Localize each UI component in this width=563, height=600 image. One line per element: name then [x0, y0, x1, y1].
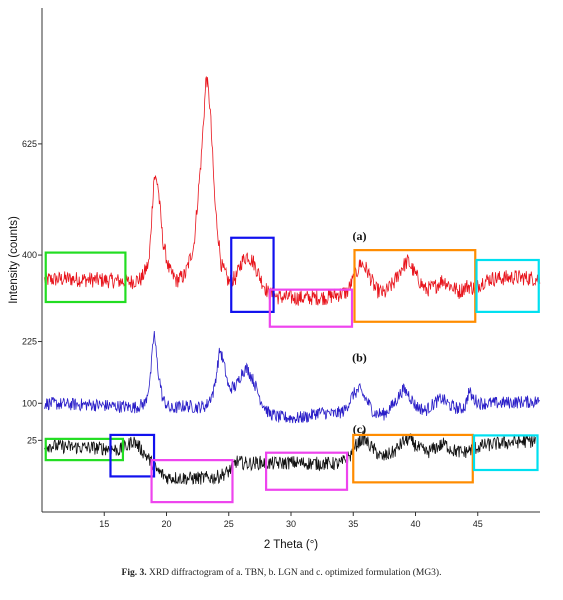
x-tick-label: 35 — [348, 519, 358, 529]
highlight-box — [230, 236, 275, 313]
series-line — [44, 76, 541, 306]
highlight-box — [150, 459, 234, 504]
highlight-box — [352, 433, 474, 484]
axes: 15 20 25 30 35 40 45 25 100 225 400 625 — [22, 8, 540, 529]
highlight-box — [109, 433, 156, 478]
panel-label: (a) — [352, 229, 366, 243]
x-tick-label: 20 — [161, 519, 171, 529]
highlight-box — [265, 451, 349, 491]
caption-text: XRD diffractogram of a. TBN, b. LGN and … — [148, 568, 442, 578]
y-tick-label: 225 — [22, 337, 37, 347]
y-tick-label: 400 — [22, 250, 37, 260]
x-tick-label: 45 — [473, 519, 483, 529]
x-tick-label: 25 — [224, 519, 234, 529]
caption-figure-label: Fig. 3. — [121, 568, 147, 578]
highlight-boxes — [44, 236, 540, 504]
panel-label: (c) — [353, 422, 366, 436]
y-tick-label: 625 — [22, 139, 37, 149]
y-tick-label: 100 — [22, 398, 37, 408]
x-tick-label: 40 — [410, 519, 420, 529]
x-tick-label: 30 — [286, 519, 296, 529]
series-line — [44, 330, 540, 424]
highlight-box — [472, 434, 539, 472]
y-tick-label: 25 — [27, 435, 37, 445]
highlight-box — [44, 251, 127, 304]
panel-labels: (a) (b) (c) — [352, 229, 367, 436]
x-tick-label: 15 — [99, 519, 109, 529]
highlight-box — [475, 258, 540, 313]
panel-label: (b) — [352, 350, 367, 364]
highlight-box — [353, 249, 477, 323]
xrd-chart: 15 20 25 30 35 40 45 25 100 225 400 625 (a) (b) (c) 2… — [8, 8, 541, 551]
highlight-box — [268, 288, 354, 328]
diffractogram-series — [44, 76, 541, 485]
series-line — [44, 430, 537, 485]
figure-caption: Fig. 3. XRD diffractogram of a. TBN, b. … — [0, 568, 563, 578]
y-axis-title: Intensity (counts) — [8, 216, 20, 304]
highlight-box — [44, 437, 125, 462]
x-axis-title: 2 Theta (°) — [264, 539, 318, 551]
